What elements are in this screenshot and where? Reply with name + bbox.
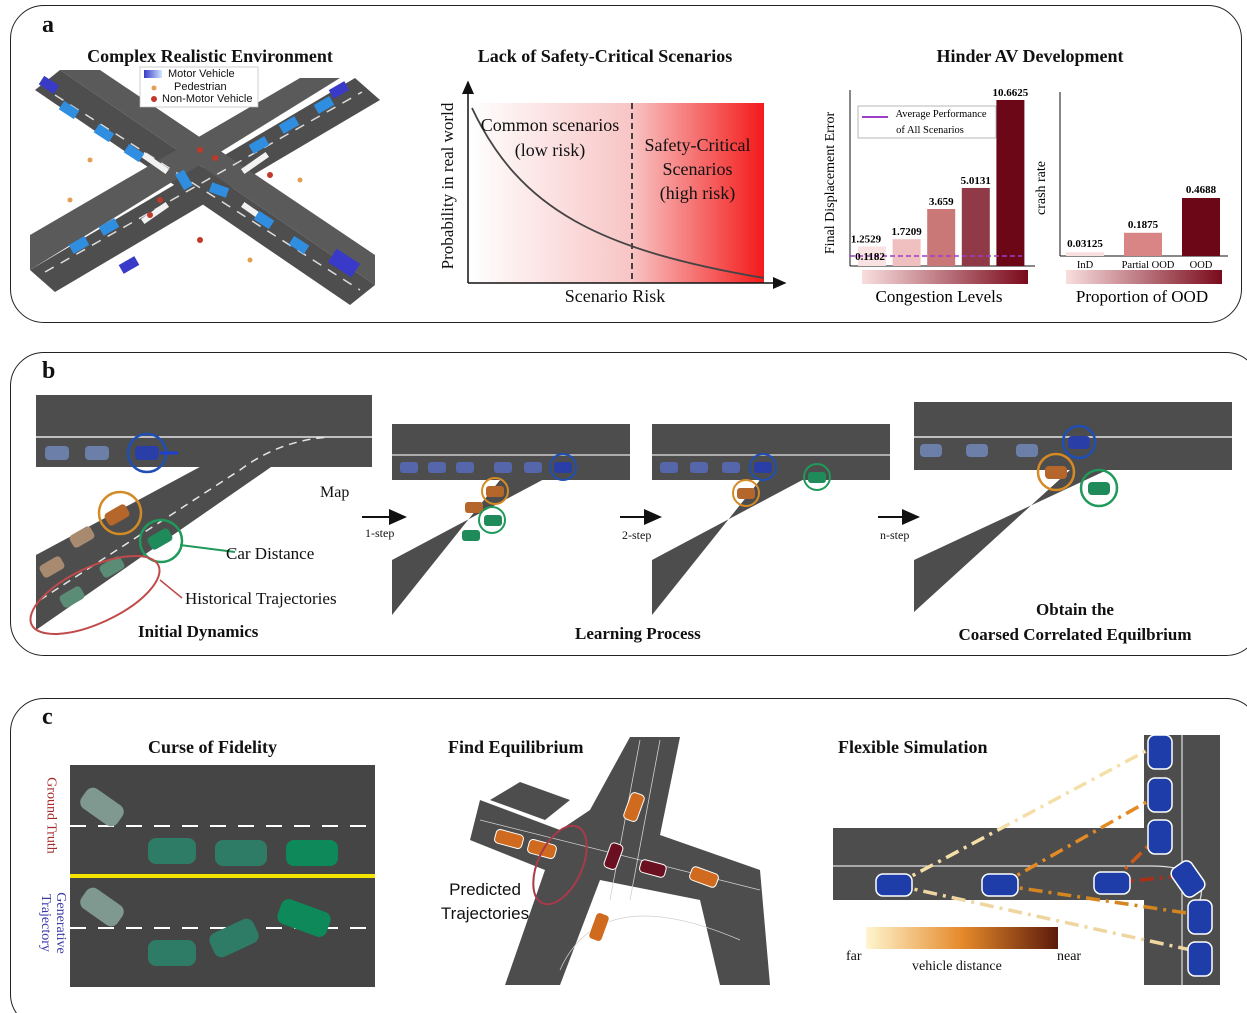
obtain-line1: Obtain the [1036, 600, 1114, 619]
chart2-x-label: Proportion of OOD [1076, 287, 1208, 306]
panel-label-c: c [42, 704, 53, 730]
chart2-bar-1 [1066, 252, 1104, 256]
find-equilibrium-title: Find Equilibrium [448, 737, 584, 757]
chart1-value-label-3: 3.659 [929, 196, 954, 208]
panel-label-a: a [42, 12, 54, 38]
chart2-value-label-1: 0.03125 [1067, 238, 1103, 250]
initial-dynamics-label: Initial Dynamics [138, 622, 259, 641]
ground-truth-label: Ground Truth [43, 777, 59, 854]
learning-process-label: Learning Process [575, 624, 701, 643]
common-scenarios-line1: Common scenarios [480, 115, 620, 135]
chart1-value-label-4: 5.0131 [961, 175, 991, 187]
chart2-bar-3 [1182, 198, 1220, 256]
chart2-bar-2 [1124, 232, 1162, 256]
title-hinder-av: Hinder AV Development [936, 46, 1124, 66]
chart1-legend-line1: Average Performance [895, 109, 986, 120]
chart1-value-label-5: 10.6625 [993, 87, 1029, 99]
chart1-value-label-2: 1.7209 [891, 226, 922, 238]
legend-motor-vehicle: Motor Vehicle [168, 68, 235, 80]
chart1-bar-4 [961, 187, 990, 266]
title-complex-environment: Complex Realistic Environment [87, 46, 333, 66]
chart2-gradient-bar [1066, 270, 1222, 284]
obtain-line2: Coarsed Correlated Equilbrium [958, 625, 1192, 644]
chart2-y-label: crash rate [1034, 161, 1049, 215]
chart1-bar-5 [996, 100, 1025, 266]
panel-label-b: b [42, 358, 56, 384]
legend-pedestrian: Pedestrian [174, 81, 227, 93]
common-scenarios-line2: (low risk) [514, 140, 586, 160]
chart1-average-value: 0.1182 [855, 251, 885, 263]
far-label: far [846, 949, 862, 964]
chart1-legend-box [857, 105, 997, 139]
safety-critical-line1: Safety-Critical [644, 135, 751, 155]
predicted-line2: Trajectories [440, 904, 530, 923]
generative-trajectory-label: Generative Trajectory [38, 892, 68, 954]
chart1-x-label: Congestion Levels [875, 287, 1002, 306]
car-distance-label: Car Distance [226, 544, 315, 563]
safety-critical-line2: Scenarios [662, 159, 733, 179]
map-label: Map [320, 484, 350, 501]
chart2-tick-label-2: Partial OOD [1122, 260, 1175, 271]
vehicle-distance-label: vehicle distance [912, 959, 1002, 974]
near-label: near [1057, 949, 1082, 964]
chart1-value-label-1: 1.2529 [851, 233, 882, 245]
chart1-bar-2 [892, 239, 921, 266]
flexible-simulation-title: Flexible Simulation [838, 737, 988, 757]
chart1-y-label: Final Displacement Error [823, 112, 838, 255]
step-2-label: 2-step [622, 528, 652, 542]
legend-non-motor-vehicle: Non-Motor Vehicle [162, 93, 253, 105]
step-1-label: 1-step [365, 526, 395, 540]
chart2-value-label-3: 0.4688 [1186, 184, 1217, 196]
chart1-bar-1 [858, 246, 886, 266]
chart2-tick-label-3: OOD [1190, 260, 1213, 271]
predicted-line1: Predicted [449, 880, 521, 899]
title-lack-scenarios: Lack of Safety-Critical Scenarios [477, 46, 733, 66]
chart1-legend-line2: of All Scenarios [896, 125, 964, 136]
chart1-gradient-bar [862, 270, 1028, 284]
xlabel-scenario-risk: Scenario Risk [564, 286, 666, 306]
chart2-tick-label-1: InD [1077, 260, 1094, 271]
safety-critical-line3: (high risk) [659, 183, 736, 203]
chart2-value-label-2: 0.1875 [1128, 219, 1159, 231]
step-n-label: n-step [880, 528, 910, 542]
historical-trajectories-label: Historical Trajectories [185, 589, 337, 608]
curse-of-fidelity-title: Curse of Fidelity [148, 737, 277, 757]
